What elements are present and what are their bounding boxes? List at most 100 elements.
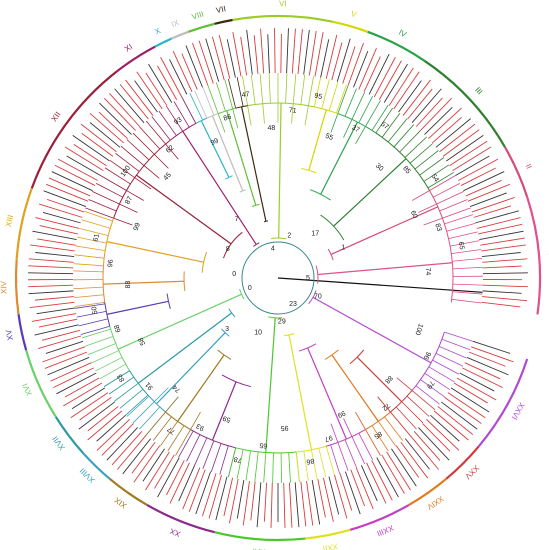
leaf-label	[462, 367, 503, 388]
leaf-label	[29, 301, 75, 309]
clade-branch	[156, 332, 226, 405]
tip-branch	[120, 145, 160, 179]
leaf-label	[320, 39, 330, 78]
bootstrap-label: 72	[380, 401, 391, 411]
leaf-label	[303, 29, 310, 75]
leaf-label	[182, 467, 201, 510]
leaf-label	[57, 158, 98, 181]
leaf-label	[294, 482, 300, 528]
leaf-label	[87, 406, 119, 432]
leaf-label	[89, 112, 125, 144]
tip-branch	[377, 396, 411, 436]
leaf-label	[72, 134, 110, 162]
leaf-label	[482, 258, 528, 263]
clade-arc	[443, 223, 454, 303]
node-label: 3	[225, 326, 229, 333]
clade-branch	[330, 206, 439, 255]
tip-branch	[441, 338, 471, 351]
leaf-label	[46, 183, 89, 202]
tip-branch	[404, 136, 427, 158]
tip-branch	[152, 416, 172, 441]
clade-branch	[117, 293, 242, 350]
tip-branch	[242, 76, 252, 126]
leaf-label	[99, 102, 132, 135]
subfamily-label: VI	[279, 0, 287, 8]
tip-branch	[160, 404, 190, 447]
tip-branch	[219, 445, 229, 475]
leaf-label	[63, 382, 103, 407]
node-label: 0	[248, 285, 252, 292]
node-label: 10	[254, 329, 262, 336]
leaf-label	[157, 457, 180, 498]
tip-branch	[452, 266, 483, 270]
tip-branch	[336, 84, 347, 114]
leaf-label	[404, 438, 430, 470]
leaf-label	[435, 118, 471, 148]
leaf-label	[386, 451, 411, 491]
leaf-label	[480, 237, 525, 246]
subfamily-label: XII	[49, 110, 62, 123]
leaf-label	[428, 107, 462, 140]
leaf-label	[215, 476, 228, 521]
clade-branch	[333, 158, 407, 227]
tip-branch	[381, 112, 401, 138]
subfamily-label: X	[153, 26, 162, 37]
leaf-label	[400, 441, 429, 479]
leaf-label	[467, 183, 510, 202]
tip-branch	[435, 352, 464, 367]
leaf-label	[317, 479, 326, 518]
leaf-label	[119, 83, 149, 120]
bootstrap-label: 54	[430, 173, 440, 183]
bootstrap-label: 87	[124, 195, 134, 205]
leaf-label	[28, 265, 74, 269]
tip-branch	[366, 404, 396, 447]
tip-branch	[420, 379, 446, 398]
bootstrap-labels: 1009679887285999786956578599377749183586…	[91, 91, 465, 465]
tip-branch	[77, 236, 107, 244]
subfamily-label: III	[473, 85, 484, 96]
subfamily-arc	[54, 416, 85, 455]
inner-arc	[251, 203, 260, 208]
tip-branch	[173, 101, 190, 128]
tip-branch	[74, 254, 105, 259]
tip-branch	[313, 77, 322, 107]
subfamily-arc	[408, 477, 448, 506]
inner-arc	[315, 265, 319, 284]
leaf-label	[452, 146, 492, 171]
leaf-label	[455, 155, 490, 176]
subfamily-label: XXIII	[375, 523, 394, 538]
subfamily-arc	[116, 45, 156, 73]
leaf-label	[482, 265, 522, 269]
leaf-label	[32, 230, 77, 241]
inner-arc	[270, 237, 287, 240]
node-label: 17	[311, 230, 319, 237]
tip-branch	[145, 120, 179, 160]
tip-branch	[109, 160, 152, 190]
leaf-label	[306, 480, 314, 526]
tip-branch	[288, 452, 291, 483]
subfamily-arc	[232, 14, 333, 23]
tip-branch	[85, 207, 133, 226]
leaf-label	[34, 324, 79, 336]
leaf-label	[481, 244, 526, 252]
inner-arc	[221, 328, 230, 337]
leaf-label	[444, 396, 482, 424]
inner-arc	[217, 349, 232, 360]
tip-branch	[439, 199, 468, 212]
inner-arc	[223, 231, 243, 259]
leaf-label	[208, 474, 222, 519]
leaf-label	[101, 423, 134, 456]
leaf-label	[53, 367, 94, 388]
leaf-label	[288, 482, 293, 528]
tip-branch	[236, 449, 244, 479]
bootstrap-label: 96	[107, 259, 115, 267]
tip-branch	[202, 440, 215, 469]
leaf-label	[228, 479, 239, 524]
tip-branch	[99, 363, 126, 380]
tip-branch	[304, 76, 314, 126]
leaf-label	[201, 473, 217, 517]
leaf-label	[131, 441, 156, 474]
tip-branch	[132, 132, 169, 169]
